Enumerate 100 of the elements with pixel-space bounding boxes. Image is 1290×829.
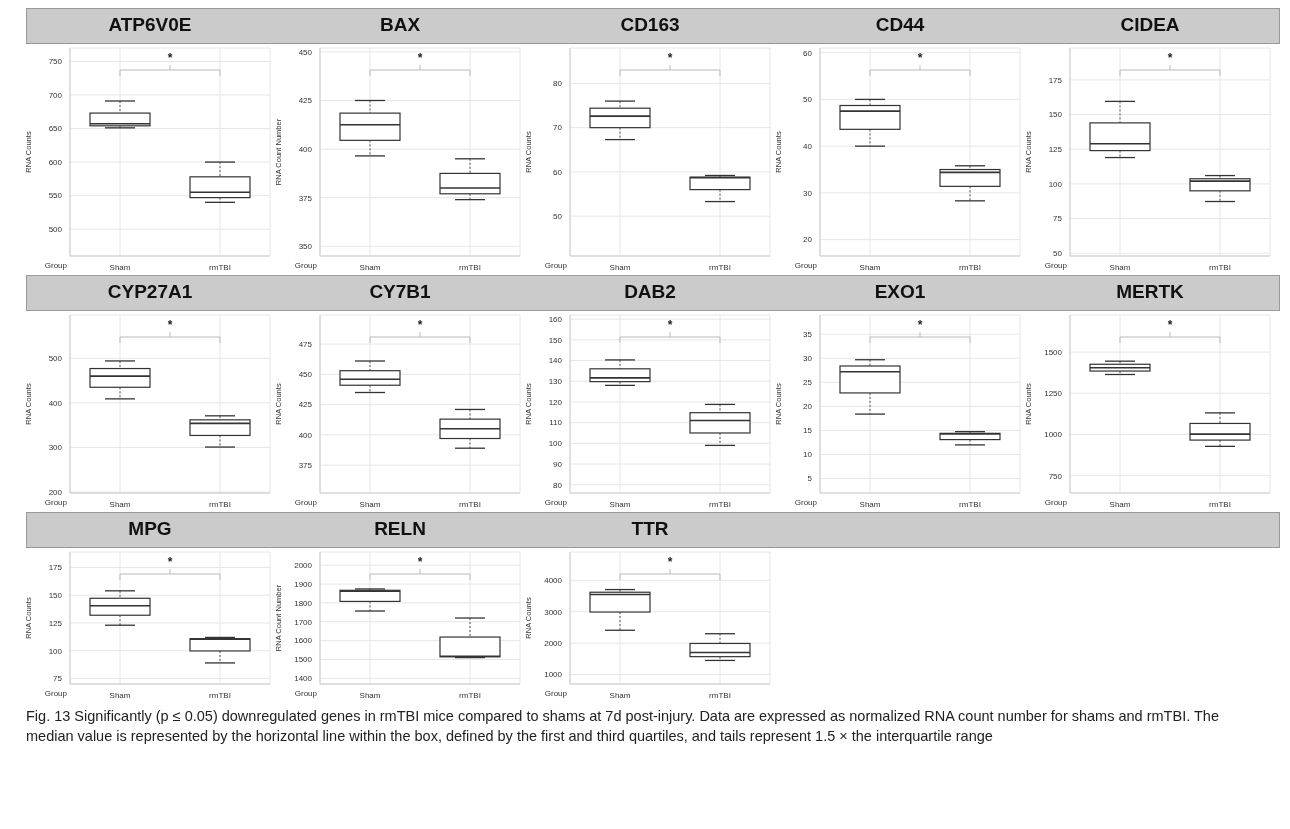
y-tick-label: 110 [549, 418, 563, 428]
y-tick-label: 1700 [294, 617, 313, 627]
y-tick-label: 175 [1048, 75, 1063, 85]
x-tick-label: Sham [359, 262, 381, 272]
x-axis-title: Group [294, 261, 318, 270]
y-tick-label: 1500 [294, 655, 313, 665]
x-tick-label: rmTBI [709, 499, 731, 509]
y-tick-label: 35 [803, 330, 813, 340]
y-tick-label: 400 [298, 144, 313, 154]
x-axis-title: Group [544, 689, 568, 698]
y-tick-label: 90 [553, 459, 563, 469]
y-tick-label: 550 [48, 191, 63, 201]
y-tick-label: 80 [553, 480, 563, 490]
y-tick-label: 30 [803, 188, 813, 198]
chart-title: RELN [373, 517, 427, 541]
x-axis-title: Group [44, 689, 68, 698]
y-tick-label: 60 [803, 48, 813, 58]
annotation: * [417, 318, 423, 332]
y-tick-label: 1600 [294, 636, 313, 646]
y-tick-label: 120 [548, 397, 563, 407]
annotation: * [667, 318, 673, 332]
x-tick-label: Sham [1109, 499, 1131, 509]
chart-title: TTR [630, 517, 670, 541]
y-tick-label: 60 [553, 167, 563, 177]
y-tick-label: 50 [553, 212, 563, 222]
x-axis-title: Group [44, 498, 68, 507]
annotation: * [1167, 51, 1173, 65]
y-tick-label: 50 [1053, 249, 1063, 259]
y-tick-label: 15 [803, 426, 813, 436]
y-tick-label: 3000 [544, 607, 563, 617]
x-tick-label: Sham [609, 690, 631, 700]
y-tick-label: 750 [48, 57, 63, 67]
chart-title: CY7B1 [368, 280, 432, 304]
annotation: * [167, 51, 173, 65]
y-tick-label: 1500 [1044, 347, 1063, 357]
y-tick-label: 150 [1048, 110, 1063, 120]
annotation: * [667, 51, 673, 65]
y-tick-label: 1900 [294, 579, 313, 589]
chart-title: MERTK [1115, 280, 1185, 304]
y-tick-label: 2000 [294, 561, 313, 571]
y-tick-label: 125 [48, 618, 63, 628]
y-tick-label: 425 [298, 96, 313, 106]
x-tick-label: Sham [359, 690, 381, 700]
chart-title: CIDEA [1119, 13, 1181, 37]
y-tick-label: 4000 [544, 576, 563, 586]
x-tick-label: rmTBI [459, 499, 481, 509]
x-tick-label: rmTBI [459, 690, 481, 700]
x-tick-label: rmTBI [459, 262, 481, 272]
y-tick-label: 1400 [294, 674, 313, 684]
x-tick-label: rmTBI [209, 499, 231, 509]
y-tick-label: 10 [803, 450, 813, 460]
y-tick-label: 150 [548, 335, 563, 345]
annotation: * [1167, 318, 1173, 332]
x-axis-title: Group [44, 261, 68, 270]
chart-title: ATP6V0E [107, 13, 193, 37]
y-tick-label: 100 [48, 646, 63, 656]
y-tick-label: 100 [1048, 179, 1063, 189]
y-tick-label: 20 [803, 235, 813, 245]
y-tick-label: 75 [1053, 214, 1063, 224]
y-tick-label: 75 [53, 674, 63, 684]
y-tick-label: 375 [298, 193, 313, 203]
x-axis-title: Group [294, 689, 318, 698]
y-tick-label: 475 [298, 339, 313, 349]
y-tick-label: 425 [298, 400, 313, 410]
y-tick-label: 350 [298, 242, 313, 252]
x-tick-label: rmTBI [959, 262, 981, 272]
x-tick-label: rmTBI [959, 499, 981, 509]
y-tick-label: 1250 [1044, 389, 1063, 399]
y-tick-label: 300 [48, 443, 63, 453]
y-tick-label: 150 [48, 591, 63, 601]
y-tick-label: 140 [548, 356, 563, 366]
x-tick-label: Sham [609, 262, 631, 272]
y-tick-label: 650 [48, 124, 63, 134]
x-axis-title: Group [794, 498, 818, 507]
x-tick-label: Sham [1109, 262, 1131, 272]
y-tick-label: 500 [48, 354, 63, 364]
x-tick-label: rmTBI [709, 690, 731, 700]
x-axis-title: Group [544, 261, 568, 270]
chart-title: CD44 [874, 13, 926, 37]
x-tick-label: Sham [109, 499, 131, 509]
x-axis-title: Group [1044, 261, 1068, 270]
x-tick-label: rmTBI [709, 262, 731, 272]
y-tick-label: 175 [48, 563, 63, 573]
y-tick-label: 160 [548, 314, 563, 324]
caption: Fig. 13 Significantly (p ≤ 0.05) downregulated genes in rmTBI mice compared to shams at 7d post-injury. Data are expressed as normalized RNA count number for shams and rmTBI. The median value is represented by the horizontal line within the box, defined by the first and third quartiles, and tails represent 1.5 × the interquartile range [26, 707, 1220, 746]
x-axis-title: Group [294, 498, 318, 507]
x-tick-label: Sham [609, 499, 631, 509]
chart-title: CYP27A1 [106, 280, 194, 304]
y-tick-label: 20 [803, 402, 813, 412]
x-tick-label: rmTBI [209, 690, 231, 700]
x-tick-label: Sham [859, 262, 881, 272]
y-tick-label: 25 [803, 378, 813, 388]
y-tick-label: 2000 [544, 638, 563, 648]
y-tick-label: 500 [48, 225, 63, 234]
annotation: * [167, 318, 173, 332]
annotation: * [667, 555, 673, 569]
y-tick-label: 750 [1048, 471, 1063, 481]
chart-title: DAB2 [623, 280, 677, 304]
y-tick-label: 400 [48, 398, 63, 408]
y-tick-label: 200 [48, 487, 63, 497]
